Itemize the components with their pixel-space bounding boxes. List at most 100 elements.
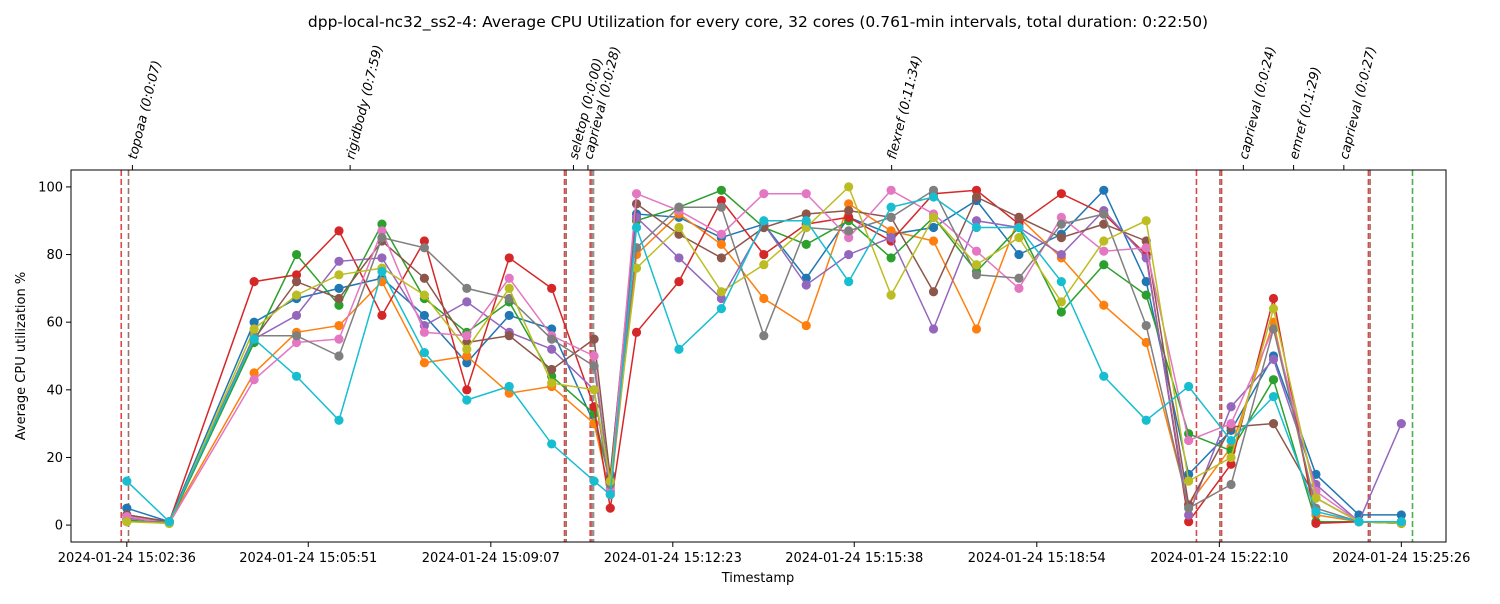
data-point [1014, 273, 1024, 283]
y-tick-label: 40 [46, 383, 63, 398]
data-point [844, 212, 854, 222]
series-line [126, 185, 1402, 525]
data-point [716, 253, 726, 263]
data-point [971, 222, 982, 233]
data-point [1184, 510, 1194, 520]
x-tick-label: 2024-01-24 15:05:51 [239, 551, 377, 566]
series-line [126, 196, 1402, 523]
data-point [886, 233, 896, 243]
data-point [605, 490, 615, 500]
data-point [291, 290, 302, 300]
data-point [462, 395, 472, 405]
data-point [334, 256, 344, 266]
data-point [1311, 506, 1321, 517]
data-point [122, 476, 132, 486]
data-point [419, 310, 429, 321]
data-point [547, 439, 557, 449]
y-tick-label: 100 [38, 180, 63, 195]
data-point [122, 503, 132, 513]
data-point [462, 331, 472, 341]
chart-title: dpp-local-nc32_ss2-4: Average CPU Utiliz… [308, 13, 1208, 32]
data-point [377, 310, 387, 321]
data-point [1056, 249, 1066, 260]
data-point [1184, 476, 1194, 486]
data-point [504, 388, 514, 398]
data-point [1141, 415, 1151, 425]
data-point [334, 293, 344, 304]
data-point [1226, 452, 1236, 463]
data-point [589, 334, 599, 344]
data-point [249, 334, 259, 344]
data-point [547, 378, 557, 388]
data-point [291, 270, 302, 280]
data-point [971, 270, 982, 280]
data-point [928, 236, 939, 246]
plot-area [70, 169, 1447, 543]
data-point [249, 324, 259, 334]
data-point [928, 185, 939, 195]
data-point [377, 266, 387, 277]
data-point [844, 205, 854, 216]
data-point [1141, 216, 1151, 226]
x-tick-label: 2024-01-24 15:09:07 [422, 551, 560, 566]
y-tick-label: 0 [55, 519, 63, 534]
data-point [547, 334, 557, 344]
data-point [377, 226, 387, 236]
data-point [759, 216, 769, 226]
data-point [1268, 419, 1279, 429]
data-point [674, 202, 684, 212]
data-point [504, 331, 514, 341]
data-point [674, 344, 684, 354]
data-point [462, 385, 472, 395]
data-point [419, 327, 429, 337]
data-point [1226, 419, 1236, 429]
data-point [462, 351, 472, 361]
data-point [122, 517, 132, 527]
data-point [462, 344, 472, 354]
data-point [504, 273, 514, 283]
data-point [1226, 402, 1236, 412]
phase-label: topoaa (0:0:07) [126, 59, 165, 161]
x-tick-label: 2024-01-24 15:15:38 [785, 551, 923, 566]
series-1 [122, 185, 1406, 527]
data-point [419, 243, 429, 253]
data-point [759, 293, 769, 304]
series-line [126, 189, 1402, 525]
data-point [674, 277, 684, 287]
data-point [886, 290, 896, 300]
data-point [928, 324, 939, 334]
data-point [716, 185, 726, 195]
series-line [126, 189, 1402, 525]
data-point [334, 351, 344, 361]
data-point [1056, 233, 1066, 243]
phase-labels: topoaa (0:0:07) rigidbody (0:7:59) seletop… [126, 43, 1380, 170]
x-tick-label: 2024-01-24 15:25:26 [1332, 551, 1470, 566]
y-axis-label: Average CPU utilization % [14, 272, 29, 440]
data-point [971, 216, 982, 226]
data-point [674, 253, 684, 263]
data-point [419, 358, 429, 368]
x-tick-label: 2024-01-24 15:18:54 [968, 551, 1106, 566]
data-point [164, 517, 174, 527]
data-point [1311, 493, 1321, 503]
x-axis-label: Timestamp [721, 571, 795, 586]
data-point [334, 300, 344, 310]
data-point [291, 277, 302, 287]
data-point [589, 476, 599, 486]
data-point [1396, 510, 1406, 520]
data-point [886, 253, 896, 263]
data-point [419, 290, 429, 300]
data-point [716, 229, 726, 239]
data-point [886, 226, 896, 236]
data-point [1099, 209, 1109, 219]
data-point [419, 236, 429, 246]
data-point [249, 375, 259, 385]
data-point [605, 476, 615, 486]
data-point [1184, 381, 1194, 392]
data-point [759, 331, 769, 341]
data-point [631, 189, 642, 199]
series-7 [122, 185, 1406, 529]
data-point [1396, 517, 1406, 527]
data-point [801, 280, 811, 290]
